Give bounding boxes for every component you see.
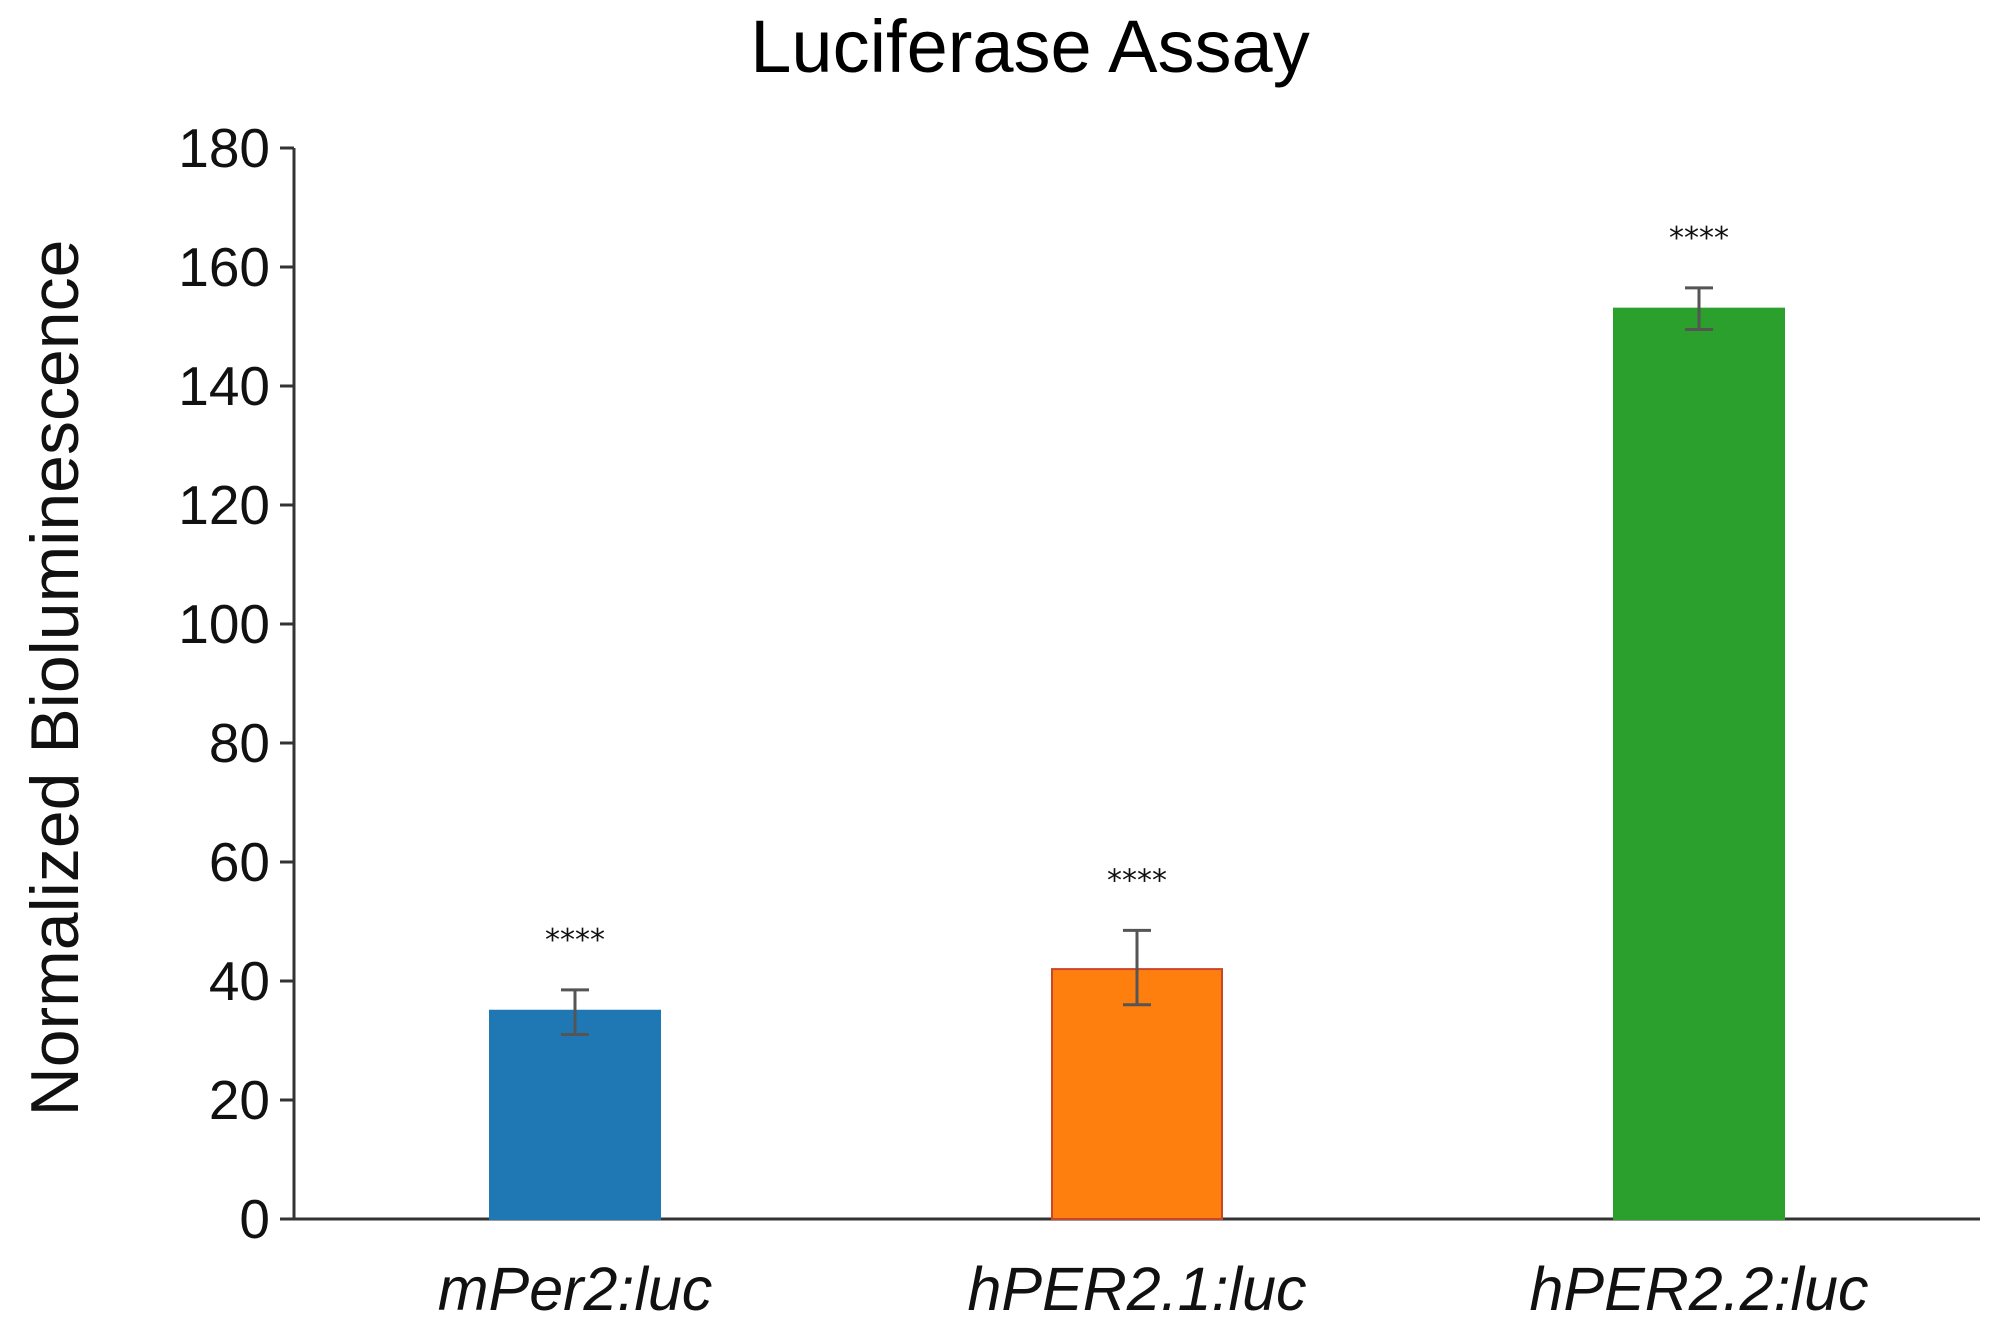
y-tick-label: 20 xyxy=(209,1069,270,1131)
y-tick-label: 0 xyxy=(239,1188,270,1250)
y-tick-label: 80 xyxy=(209,712,270,774)
category-label: mPer2:luc xyxy=(438,1255,713,1323)
significance-label: **** xyxy=(1669,221,1729,256)
category-label: hPER2.1:luc xyxy=(967,1255,1306,1323)
error-bars xyxy=(561,286,1713,1037)
y-tick-label: 60 xyxy=(209,831,270,893)
chart-title: Luciferase Assay xyxy=(750,5,1309,88)
bar xyxy=(1613,307,1785,1220)
significance-labels: **** **** **** xyxy=(545,221,1729,958)
bar xyxy=(489,1009,661,1220)
y-axis-label: Normalized Bioluminescence xyxy=(17,240,93,1117)
bar xyxy=(1051,968,1223,1220)
y-tick-label: 40 xyxy=(209,950,270,1012)
y-tick-label: 160 xyxy=(178,236,270,298)
error-bar xyxy=(1685,286,1713,331)
error-bar xyxy=(1123,928,1151,1007)
bars xyxy=(489,307,1785,1220)
significance-label: **** xyxy=(545,923,605,958)
significance-label: **** xyxy=(1107,863,1167,898)
category-labels: mPer2:luc hPER2.1:luc hPER2.2:luc xyxy=(438,1255,1869,1323)
y-tick-label: 140 xyxy=(178,355,270,417)
y-ticks: 0 20 40 60 80 100 120 140 160 180 xyxy=(178,117,294,1250)
y-tick-label: 120 xyxy=(178,474,270,536)
category-label: hPER2.2:luc xyxy=(1529,1255,1868,1323)
y-tick-label: 100 xyxy=(178,593,270,655)
error-bar xyxy=(561,988,589,1037)
y-tick-label: 180 xyxy=(178,117,270,179)
